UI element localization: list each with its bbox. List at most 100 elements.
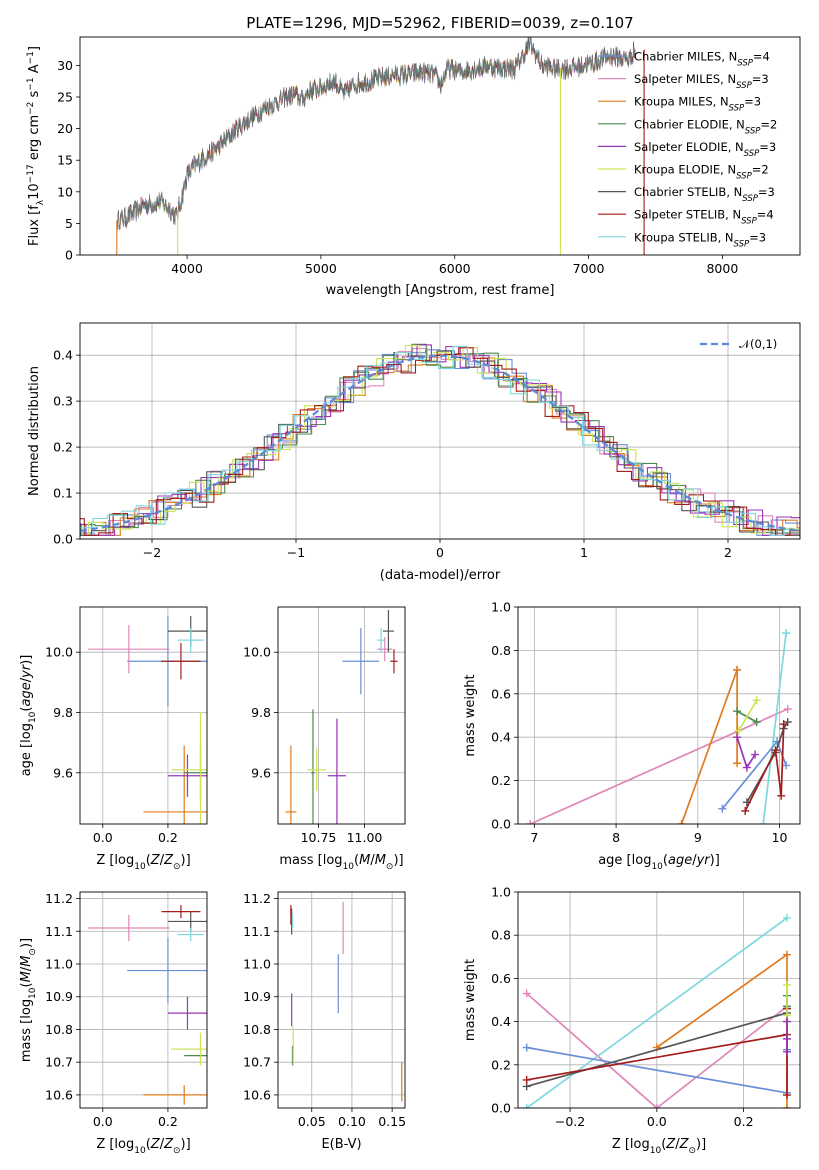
y-tick-label: 10.6 xyxy=(45,1087,73,1102)
x-tick-label: −2 xyxy=(143,545,161,560)
x-tick-label: 6000 xyxy=(439,261,471,276)
x-axis-label: Z [log10(Z/Z⊙)] xyxy=(96,853,190,872)
y-tick-label: 10.7 xyxy=(45,1055,73,1070)
y-tick-label: 0.6 xyxy=(491,971,511,986)
plot-area-age_vs_Z xyxy=(88,616,207,824)
histogram-series xyxy=(80,353,800,536)
axes-frame xyxy=(517,606,801,825)
y-tick-label: 11.2 xyxy=(243,891,271,906)
y-tick-label: 11.1 xyxy=(45,924,73,939)
x-tick-label: 1 xyxy=(580,545,588,560)
weight-marker xyxy=(782,913,791,922)
y-tick-label: 10.0 xyxy=(243,645,271,660)
y-tick-label: 0.0 xyxy=(53,532,73,547)
x-tick-label: 10.75 xyxy=(301,830,337,845)
x-tick-label: 7 xyxy=(530,830,538,845)
x-tick-label: 8 xyxy=(612,830,620,845)
y-tick-label: 10.0 xyxy=(45,645,73,660)
frame-mass_vs_ebv: 0.05 0.10 0.15 10.6 10.7 10.8 10.9 11.0 11.1 11.2 xyxy=(243,891,406,1129)
y-tick-label: 9.6 xyxy=(251,765,271,780)
weight-marker xyxy=(782,1091,791,1100)
weight-marker xyxy=(733,759,742,768)
frame-spectrum: 4000 5000 6000 7000 8000 0 5 10 15 20 25 30 xyxy=(57,36,801,276)
y-tick-label: 10.6 xyxy=(243,1087,271,1102)
x-tick-label: 10 xyxy=(772,830,788,845)
x-tick-label: 4000 xyxy=(171,261,203,276)
y-tick-label: 0.2 xyxy=(491,773,511,788)
y-tick-label: 0.4 xyxy=(491,730,511,745)
weight-line xyxy=(526,917,788,1108)
histogram-series xyxy=(80,343,800,536)
legend-label: Kroupa ELODIE, NSSP=2 xyxy=(634,163,769,182)
axes-frame xyxy=(79,891,208,1109)
y-axis-label: Flux [fλ10−17 erg cm−2 s−1 A−1] xyxy=(26,46,46,246)
weight-marker xyxy=(782,1104,791,1108)
x-tick-label: 0.0 xyxy=(93,830,113,845)
x-tick-label: 0.15 xyxy=(378,1114,406,1129)
axes-frame xyxy=(517,891,801,1109)
y-tick-label: 0.8 xyxy=(491,928,511,943)
weight-marker xyxy=(782,950,791,959)
y-tick-label: 30 xyxy=(57,58,73,73)
x-axis-label: (data-model)/error xyxy=(380,568,501,583)
weight-line xyxy=(680,669,738,824)
weight-marker xyxy=(522,1075,531,1084)
x-tick-label: 0.10 xyxy=(338,1114,366,1129)
x-tick-label: −1 xyxy=(287,545,305,560)
weight-marker xyxy=(733,707,742,716)
legend-label: Salpeter STELIB, NSSP=4 xyxy=(634,208,774,227)
weight-marker xyxy=(771,746,780,755)
axes-age_vs_mass xyxy=(278,607,405,824)
weight-line xyxy=(737,699,758,732)
x-tick-label: 0.2 xyxy=(158,830,178,845)
y-tick-label: 20 xyxy=(57,121,73,136)
x-axis-label: E(B-V) xyxy=(321,1137,361,1152)
axes-weight_vs_Z xyxy=(518,891,800,1109)
y-tick-label: 9.6 xyxy=(53,765,73,780)
legend-label: Kroupa STELIB, NSSP=3 xyxy=(634,230,766,249)
weight-marker xyxy=(779,720,788,729)
y-tick-label: 15 xyxy=(57,153,73,168)
y-tick-label: 0.0 xyxy=(491,1101,511,1116)
plot-area-weight_vs_age xyxy=(526,629,792,824)
axes-frame xyxy=(277,891,406,1109)
weight-marker xyxy=(526,820,535,824)
weight-line xyxy=(744,724,785,812)
weight-marker xyxy=(752,718,761,727)
weight-marker xyxy=(718,804,727,813)
y-tick-label: 11.2 xyxy=(45,891,73,906)
y-tick-label: 0.3 xyxy=(53,394,73,409)
legend-label: Chabrier MILES, NSSP=4 xyxy=(634,50,770,69)
plot-area-mass_vs_Z xyxy=(88,905,207,1105)
weight-marker xyxy=(522,1104,531,1108)
plot-area-age_vs_mass xyxy=(285,610,398,824)
y-tick-label: 0 xyxy=(65,248,73,263)
axes-frame xyxy=(79,606,208,825)
weight-line xyxy=(526,992,788,1108)
weight-marker xyxy=(782,629,791,638)
y-tick-label: 0.1 xyxy=(53,486,73,501)
weight-marker xyxy=(783,718,792,727)
spectrum-line xyxy=(117,37,636,230)
y-tick-label: 1.0 xyxy=(491,885,511,900)
y-tick-label: 9.8 xyxy=(251,705,271,720)
plot-area-spectrum xyxy=(116,37,645,255)
y-tick-label: 10.8 xyxy=(45,1022,73,1037)
weight-marker xyxy=(522,989,531,998)
legend-residuals: 𝒩(0,1) xyxy=(700,337,777,351)
weight-marker xyxy=(751,750,760,759)
weight-marker xyxy=(741,806,750,815)
y-tick-label: 11.0 xyxy=(243,957,271,972)
y-tick-label: 0.4 xyxy=(53,348,73,363)
frame-residuals: −2 −1 0 1 2 0.0 0.1 0.2 0.3 0.4 xyxy=(53,322,801,560)
y-tick-label: 5 xyxy=(65,216,73,231)
y-axis-label: mass [log10(M/M⊙)] xyxy=(19,938,38,1062)
frame-age_vs_mass: 10.75 11.00 9.6 9.8 10.0 xyxy=(243,606,406,845)
plot-area-residuals xyxy=(80,343,800,536)
y-tick-label: 9.8 xyxy=(53,705,73,720)
axes-frame xyxy=(277,606,406,825)
y-tick-label: 0.2 xyxy=(53,440,73,455)
figure-title: PLATE=1296, MJD=52962, FIBERID=0039, z=0… xyxy=(246,14,633,32)
histogram-series xyxy=(80,345,800,536)
